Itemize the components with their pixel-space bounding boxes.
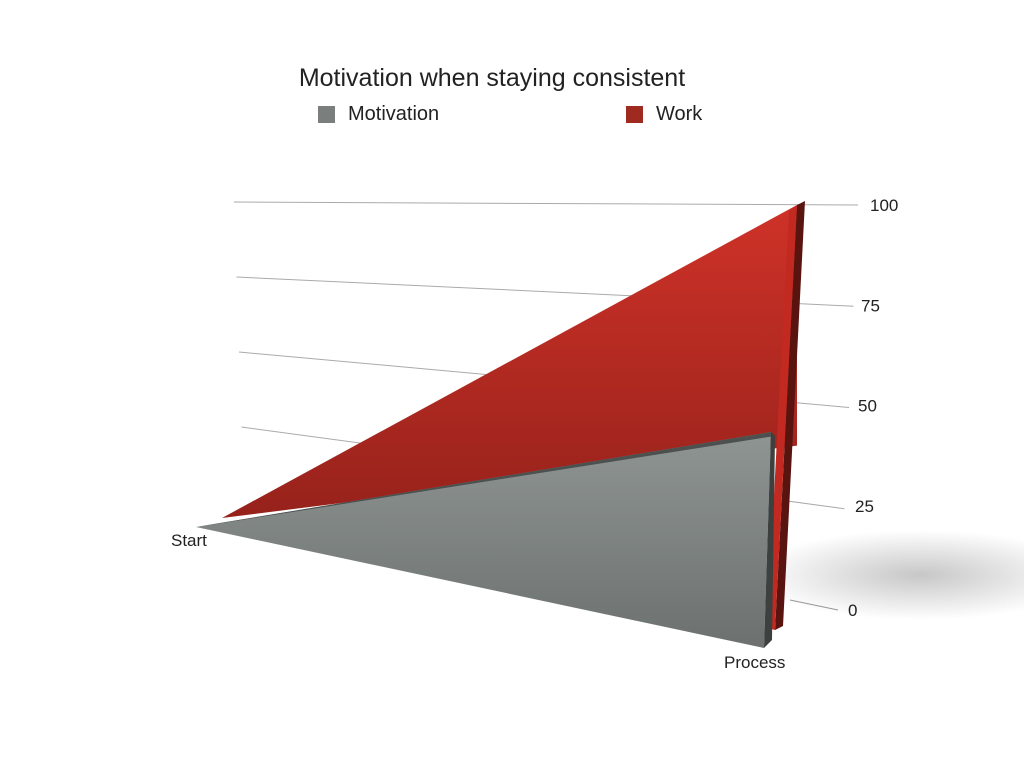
gridline-100 bbox=[233, 201, 859, 206]
legend-label-work: Work bbox=[656, 102, 703, 125]
x-tick-label-start: Start bbox=[171, 531, 207, 550]
area-work-face bbox=[222, 205, 797, 518]
legend-item-motivation: Motivation bbox=[318, 101, 439, 127]
legend-label-motivation: Motivation bbox=[348, 102, 440, 125]
x-tick-label-process: Process bbox=[724, 653, 785, 672]
legend-item-work: Work bbox=[626, 101, 702, 127]
y-tick-label-75: 75 bbox=[861, 296, 880, 315]
legend-swatch-work bbox=[626, 105, 643, 123]
area-work-side bbox=[767, 205, 797, 630]
legend-swatch-motivation bbox=[318, 105, 335, 123]
floor-shadow bbox=[750, 530, 1024, 620]
y-tick-label-50: 50 bbox=[858, 397, 877, 416]
chart-title: Motivation when staying consistent bbox=[298, 64, 686, 92]
area-work-edge bbox=[775, 201, 805, 630]
area-motivation-side bbox=[764, 432, 775, 648]
area-motivation-top-edge bbox=[196, 432, 775, 527]
y-tick-label-25: 25 bbox=[855, 497, 874, 516]
y-tick-label-100: 100 bbox=[870, 196, 898, 215]
y-tick-label-0: 0 bbox=[848, 601, 857, 620]
area-motivation-face bbox=[196, 432, 771, 648]
